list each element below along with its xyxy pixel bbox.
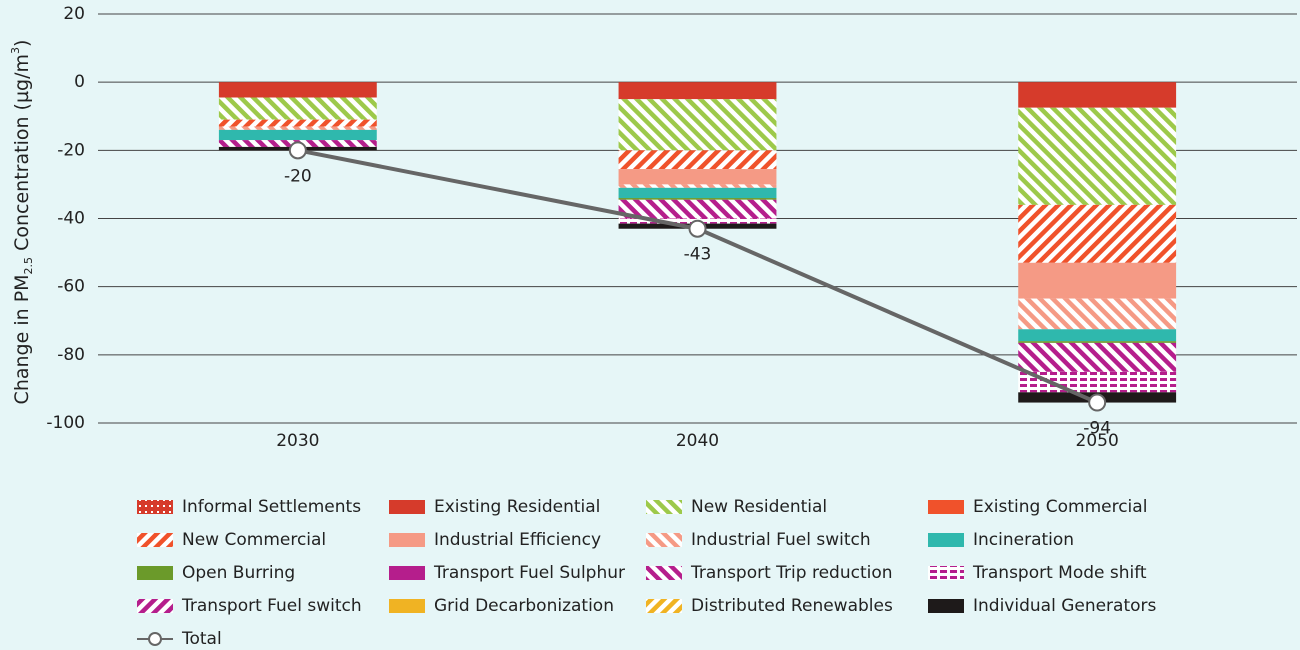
legend-label: Existing Commercial (973, 497, 1147, 517)
bar-segment (1018, 204, 1177, 263)
bar-segment (618, 184, 777, 188)
legend-label: Transport Fuel switch (181, 596, 362, 616)
legend-marker (148, 632, 162, 646)
x-tick-label: 2050 (1076, 431, 1119, 451)
legend-label: Transport Fuel Sulphur (433, 563, 625, 583)
legend-swatch (646, 500, 682, 514)
y-tick-label: -20 (57, 140, 85, 160)
y-label-part: ) (11, 40, 33, 47)
bar-segment (618, 187, 777, 199)
y-tick-label: -80 (57, 345, 85, 365)
legend-swatch (928, 599, 964, 613)
x-tick-label: 2030 (276, 431, 319, 451)
legend-label: Existing Residential (434, 497, 600, 517)
legend-label: Transport Trip reduction (690, 563, 893, 583)
legend-label: Distributed Renewables (691, 596, 893, 616)
total-marker (688, 219, 707, 238)
legend-swatch (137, 566, 173, 580)
y-axis-label: Change in PM2.5 Concentration (µg/m3) (9, 40, 35, 405)
legend-swatch (137, 599, 173, 613)
legend-label: New Residential (691, 497, 827, 517)
x-tick-label: 2040 (676, 431, 719, 451)
legend-label: Incineration (973, 530, 1074, 550)
legend-swatch (137, 533, 173, 547)
legend-swatch (928, 500, 964, 514)
y-label-part: Change in PM (11, 274, 33, 404)
bar-segment (1018, 342, 1177, 372)
bar-segment (618, 199, 777, 219)
y-label-sub: 2.5 (22, 257, 35, 275)
legend-label: Industrial Fuel switch (691, 530, 871, 550)
y-tick-label: 0 (74, 72, 85, 92)
legend-swatch (389, 533, 425, 547)
legend-swatch (928, 533, 964, 547)
bar-segment (1018, 329, 1177, 342)
bar-segment (1018, 107, 1177, 205)
legend-label: Industrial Efficiency (434, 530, 601, 550)
bar-segment (1018, 262, 1177, 299)
data-label: -20 (284, 166, 312, 186)
total-marker (1088, 393, 1107, 412)
total-marker (288, 141, 307, 160)
legend-label: New Commercial (182, 530, 326, 550)
y-label-sup: 3 (9, 47, 22, 54)
bar-segment (618, 169, 777, 185)
legend-label: Total (181, 629, 222, 649)
bar-segment (1018, 371, 1177, 393)
bar-segment (218, 129, 377, 141)
data-label: -94 (1083, 419, 1111, 439)
y-tick-label: -60 (57, 277, 85, 297)
bar-segment (1018, 341, 1177, 343)
bar-segment (618, 82, 777, 100)
data-label: -43 (684, 245, 712, 265)
legend-swatch (646, 599, 682, 613)
legend-swatch (646, 533, 682, 547)
bar-segment (618, 99, 777, 151)
y-label-part: Concentration (µg/m (11, 54, 33, 257)
legend-label: Grid Decarbonization (434, 596, 614, 616)
bar-segment (1018, 298, 1177, 330)
legend-label: Informal Settlements (182, 497, 361, 517)
bar-segment (218, 119, 377, 127)
legend-swatch (137, 500, 173, 514)
legend-swatch (646, 566, 682, 580)
legend-swatch (928, 566, 964, 580)
legend-swatch (389, 566, 425, 580)
y-tick-label: -40 (57, 209, 85, 229)
bar-segment (618, 150, 777, 170)
bar-segment (218, 126, 377, 130)
y-tick-label: -100 (46, 413, 85, 433)
legend-label: Transport Mode shift (972, 563, 1147, 583)
y-tick-label: 20 (63, 4, 85, 24)
bar-segment (218, 97, 377, 120)
bar-segment (618, 198, 777, 200)
legend-swatch (389, 599, 425, 613)
bar-segment (1018, 82, 1177, 108)
legend-label: Individual Generators (973, 596, 1157, 616)
bar-segment (218, 82, 377, 98)
legend-label: Open Burring (182, 563, 295, 583)
legend-swatch (389, 500, 425, 514)
